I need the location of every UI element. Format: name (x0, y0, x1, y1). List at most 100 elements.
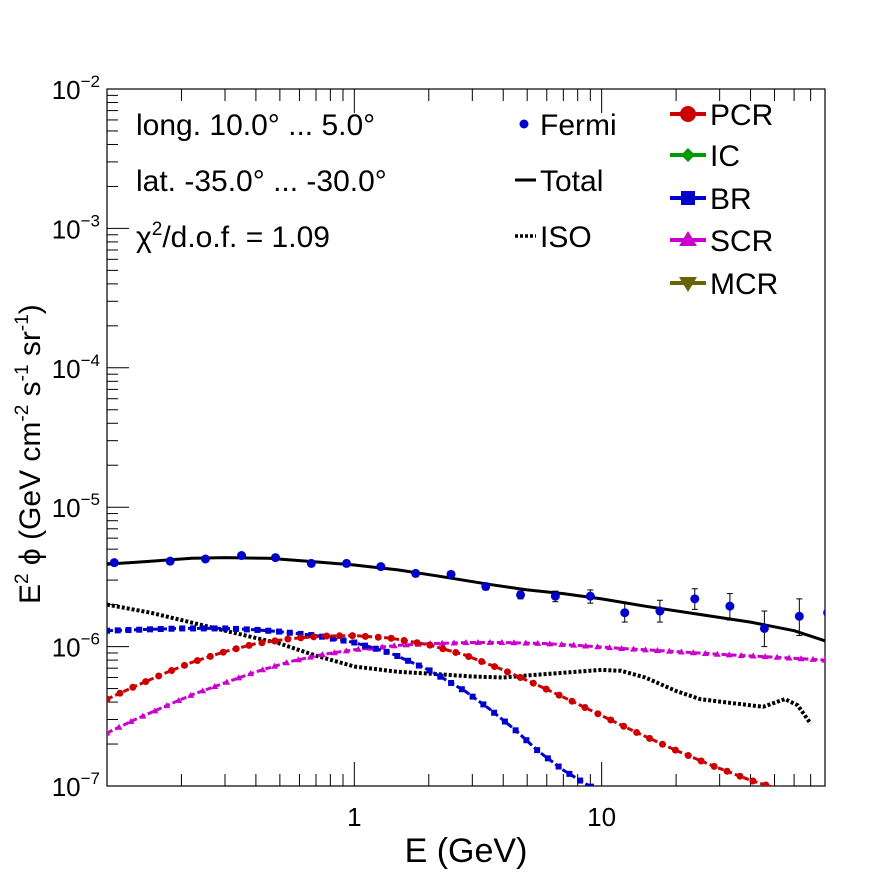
y-tick-base: 10 (52, 214, 81, 244)
pcr-marker (452, 648, 460, 656)
annotation-chi2: χ2/d.o.f. = 1.09 (136, 219, 330, 254)
legend-left: Fermi Total ISO (515, 109, 617, 254)
scr-marker (151, 707, 159, 714)
br-marker (480, 701, 487, 708)
scr-marker (283, 659, 290, 666)
legend-label-fermi: Fermi (540, 109, 617, 142)
pcr-marker (762, 781, 770, 786)
pcr-marker (142, 678, 150, 686)
scr-marker (354, 645, 362, 652)
scr-marker (797, 655, 805, 662)
scr-marker (247, 670, 255, 677)
br-marker (415, 662, 422, 669)
scr-marker (223, 678, 231, 685)
y-tick-label: 10−4 (52, 351, 100, 384)
y-label-sup2: -2 (12, 405, 33, 422)
scr-marker (259, 666, 267, 673)
scr-marker (761, 653, 769, 660)
series-total (107, 556, 825, 643)
scr-marker (749, 652, 757, 659)
scr-marker (785, 654, 793, 661)
br-marker (587, 783, 594, 786)
legend-label-total: Total (540, 165, 603, 198)
br-marker (200, 625, 207, 632)
scr-marker (642, 646, 649, 653)
scr-marker (558, 640, 566, 647)
br-marker (405, 657, 412, 664)
x-tick-label: 10 (587, 802, 616, 832)
br-marker (222, 625, 229, 632)
scr-marker (498, 639, 506, 646)
y-tick-exponent: −3 (81, 211, 100, 230)
scr-marker (211, 683, 219, 690)
pcr-marker (413, 639, 421, 647)
pcr-marker (491, 663, 499, 671)
pcr-marker (620, 722, 628, 730)
pcr-marker (284, 635, 292, 643)
fermi-point (759, 623, 769, 633)
legend-marker-pcr (680, 106, 696, 122)
br-marker (383, 648, 390, 655)
scr-marker (546, 640, 554, 647)
series-scr (107, 639, 825, 736)
x-axis-ticks (106, 89, 826, 786)
pcr-marker (542, 685, 550, 693)
scr-marker (271, 662, 279, 669)
fermi-point (516, 590, 526, 600)
pcr-marker (245, 641, 253, 649)
legend-marker-ic (681, 148, 695, 162)
scr-marker (618, 644, 626, 651)
scr-marker (737, 651, 745, 658)
pcr-marker (155, 672, 163, 680)
y-tick-base: 10 (52, 493, 81, 523)
pcr-marker (206, 652, 214, 660)
br-marker (147, 626, 154, 633)
scr-marker (163, 702, 171, 709)
scr-marker (522, 639, 530, 646)
pcr-marker (232, 645, 240, 653)
total-line (107, 556, 825, 643)
y-tick-label: 10−7 (52, 769, 100, 802)
scr-marker (199, 687, 207, 694)
pcr-marker (426, 641, 434, 649)
legend-label-ic: IC (710, 140, 740, 173)
x-tick-label: 1 (347, 802, 361, 832)
pcr-marker (297, 634, 305, 642)
pcr-marker (658, 740, 666, 748)
fermi-point (342, 558, 352, 568)
pcr-marker (581, 703, 589, 711)
scr-marker (809, 655, 817, 662)
fermi-point (481, 581, 491, 591)
legend-marker-mcr (679, 277, 697, 292)
br-marker (125, 627, 132, 634)
fermi-point (446, 569, 456, 579)
scr-marker (606, 644, 614, 651)
scr-marker (235, 674, 243, 681)
chi-sup: 2 (152, 219, 163, 240)
pcr-marker (310, 633, 318, 641)
legend-right: PCR IC BR SCR MCR (670, 99, 778, 301)
pcr-marker (646, 734, 654, 742)
y-tick-base: 10 (52, 772, 81, 802)
y-tick-exponent: −6 (81, 630, 100, 649)
pcr-marker (671, 746, 679, 754)
br-marker (566, 770, 573, 777)
br-marker (534, 747, 541, 754)
scr-marker (127, 718, 135, 725)
br-marker (501, 718, 508, 725)
pcr-marker (697, 757, 705, 765)
pcr-marker (400, 637, 408, 645)
br-marker (233, 625, 240, 632)
br-marker (469, 693, 476, 700)
br-marker (340, 637, 347, 644)
chi-symbol: χ (136, 221, 152, 254)
scr-marker (701, 649, 709, 656)
pcr-marker (168, 667, 176, 675)
br-marker (491, 709, 498, 716)
pcr-marker (193, 657, 201, 665)
scr-marker (665, 647, 673, 654)
y-tick-label: 10−6 (52, 630, 100, 663)
y-axis-label: E2 ϕ (GeV cm-2 s-1 sr-1) (12, 304, 47, 604)
br-marker (168, 625, 175, 632)
br-marker (179, 625, 186, 632)
